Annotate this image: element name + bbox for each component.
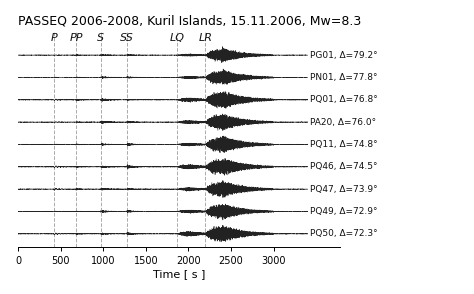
Text: P: P	[50, 33, 57, 43]
Text: PA20, Δ=76.0°: PA20, Δ=76.0°	[310, 118, 376, 127]
Text: PN01, Δ=77.8°: PN01, Δ=77.8°	[310, 73, 378, 82]
X-axis label: Time [ s ]: Time [ s ]	[153, 269, 205, 279]
Text: PQ46, Δ=74.5°: PQ46, Δ=74.5°	[310, 162, 378, 171]
Text: PG01, Δ=79.2°: PG01, Δ=79.2°	[310, 51, 378, 60]
Text: PQ01, Δ=76.8°: PQ01, Δ=76.8°	[310, 95, 378, 104]
Text: PQ50, Δ=72.3°: PQ50, Δ=72.3°	[310, 229, 378, 238]
Text: S: S	[97, 33, 104, 43]
Text: PASSEQ 2006-2008, Kuril Islands, 15.11.2006, Mw=8.3: PASSEQ 2006-2008, Kuril Islands, 15.11.2…	[18, 15, 361, 28]
Text: PP: PP	[69, 33, 83, 43]
Text: LR: LR	[199, 33, 212, 43]
Text: LQ: LQ	[170, 33, 185, 43]
Text: PQ47, Δ=73.9°: PQ47, Δ=73.9°	[310, 185, 378, 194]
Text: SS: SS	[120, 33, 134, 43]
Text: PQ11, Δ=74.8°: PQ11, Δ=74.8°	[310, 140, 378, 149]
Text: PQ49, Δ=72.9°: PQ49, Δ=72.9°	[310, 207, 378, 216]
